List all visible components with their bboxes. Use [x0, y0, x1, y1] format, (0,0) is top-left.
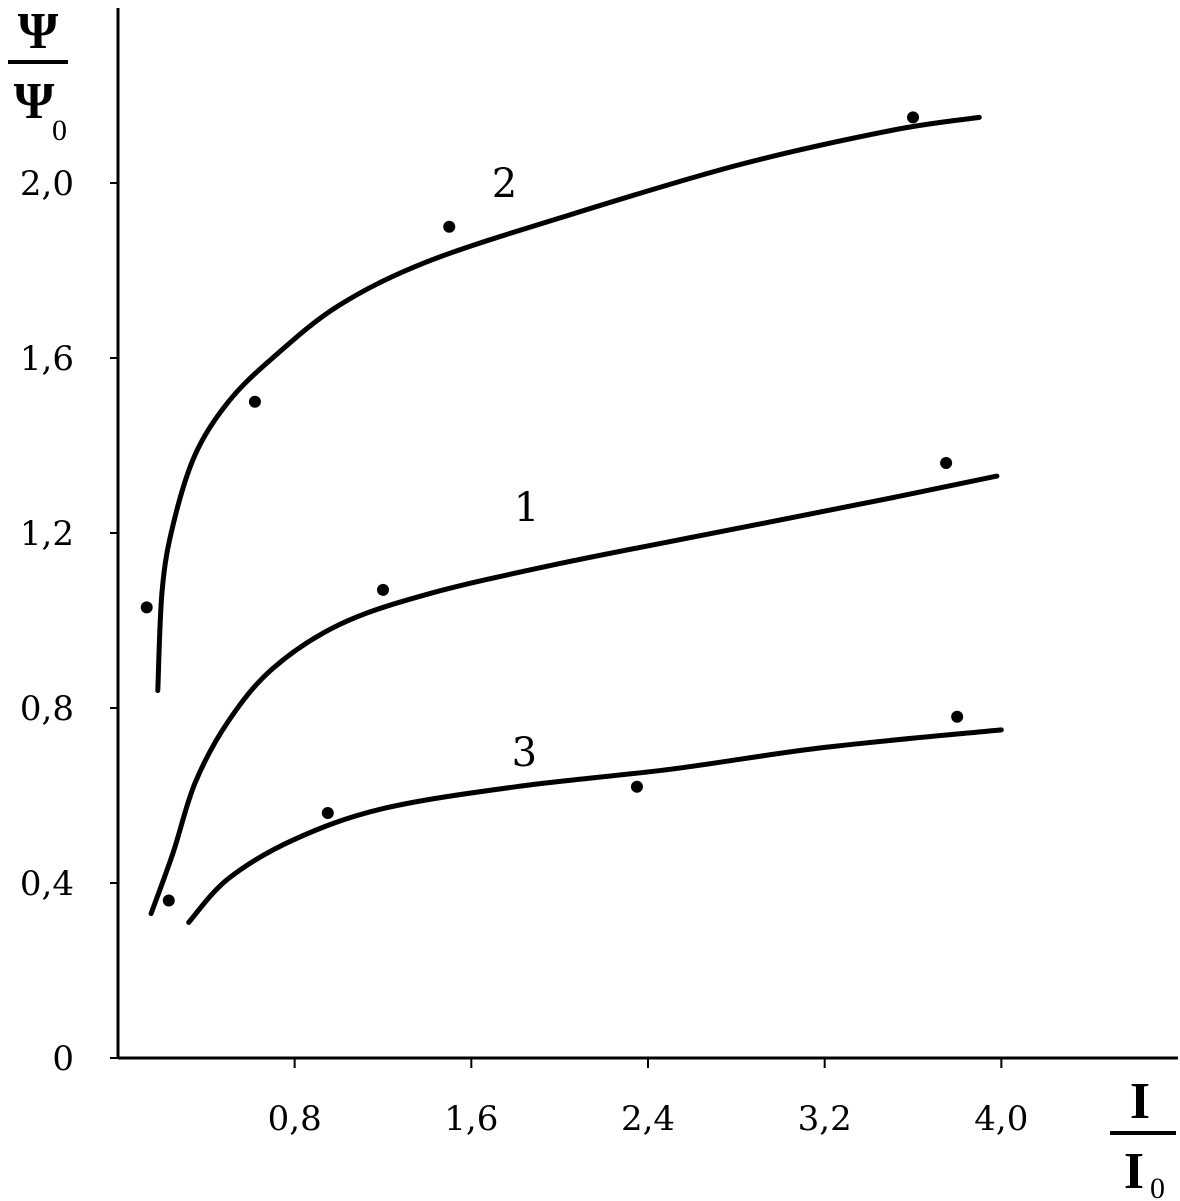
series-1-label: 1	[514, 485, 539, 531]
data-point	[321, 807, 334, 819]
y-axis-label-denominator: Ψ	[14, 73, 55, 130]
x-axis-label: I I 0	[1110, 1073, 1176, 1201]
series-1: 1	[148, 457, 1000, 917]
series-2-label: 2	[492, 161, 517, 207]
data-point	[630, 780, 643, 793]
data-point	[443, 220, 456, 233]
series-1-line	[148, 473, 1000, 917]
x-axis-label-subscript: 0	[1150, 1172, 1165, 1201]
x-tick-label: 4,0	[974, 1099, 1028, 1139]
data-point	[140, 601, 153, 614]
y-tick-label: 0,8	[20, 689, 74, 729]
y-axis-label-numerator: Ψ	[18, 3, 59, 60]
series-3: 3	[186, 710, 1004, 925]
x-axis-label-denominator: I	[1124, 1143, 1144, 1200]
data-point	[162, 894, 175, 907]
data-point	[940, 457, 953, 469]
y-axis-label: Ψ Ψ 0	[8, 3, 68, 147]
data-point	[907, 111, 919, 124]
series-3-line	[186, 727, 1004, 925]
x-axis-label-numerator: I	[1130, 1073, 1150, 1130]
series-2-line	[155, 114, 982, 693]
x-tick-label: 1,6	[444, 1099, 498, 1139]
data-point	[377, 583, 389, 596]
x-tick-label: 2,4	[621, 1099, 675, 1139]
y-tick-label: 0	[52, 1039, 74, 1079]
x-tick-label: 3,2	[798, 1099, 852, 1139]
series: 1 2 3	[140, 111, 1004, 925]
data-point	[951, 710, 964, 723]
y-tick-label: 1,6	[20, 339, 74, 379]
ticks: 0,8 1,6 2,4 3,2 4,0 0 0,4 0,8 1,2 1,6 2,0	[20, 164, 1028, 1139]
x-tick-label: 0,8	[268, 1099, 322, 1139]
y-tick-label: 0,4	[20, 864, 74, 904]
y-axis-label-subscript: 0	[52, 114, 67, 147]
series-3-label: 3	[512, 730, 537, 776]
y-tick-label: 1,2	[20, 514, 74, 554]
axes	[116, 8, 1178, 1060]
data-point	[248, 395, 261, 408]
series-2: 2	[140, 111, 982, 693]
y-tick-label: 2,0	[20, 164, 74, 204]
